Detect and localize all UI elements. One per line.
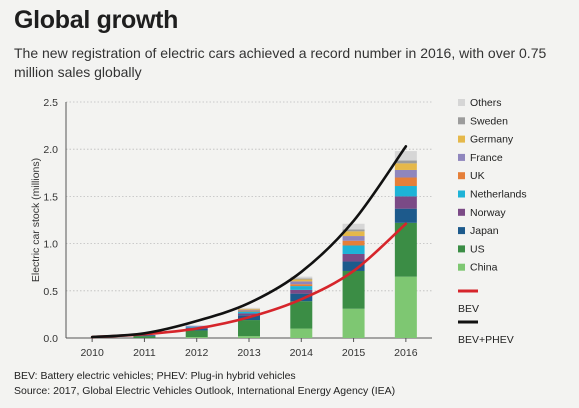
bar-segment <box>290 278 313 280</box>
bar-segment <box>394 276 417 338</box>
bar-segment <box>290 289 313 294</box>
bar-segment <box>185 337 208 338</box>
legend-label: US <box>470 243 485 255</box>
bar-segment <box>238 313 260 316</box>
bar-segment <box>342 223 365 230</box>
bar-segment <box>394 208 417 223</box>
bar-segment <box>290 286 313 290</box>
x-tick-label: 2015 <box>342 347 366 359</box>
bar-segment <box>394 169 417 178</box>
y-tick-label: 0.0 <box>43 333 58 345</box>
bar-segment <box>238 308 260 310</box>
legend-label: China <box>470 262 498 274</box>
y-tick-label: 1.0 <box>43 239 58 251</box>
legend-label: Norway <box>470 207 506 219</box>
bar-segment <box>238 336 260 338</box>
bar-segment <box>290 279 313 282</box>
bar-segment <box>394 151 417 161</box>
line-series-bev-phev <box>90 145 408 339</box>
bar-segment <box>185 326 208 328</box>
bar-segment <box>290 293 313 302</box>
bar-segment <box>133 336 156 338</box>
bar-segment <box>394 160 417 164</box>
x-tick-label: 2012 <box>185 347 209 359</box>
bar-segment <box>342 245 365 254</box>
legend-label: Japan <box>470 225 499 237</box>
x-tick-label: 2013 <box>237 347 261 359</box>
bar-segment <box>342 308 365 338</box>
bar-segment <box>185 325 208 327</box>
bar-segment <box>394 186 417 197</box>
legend-label: Sweden <box>470 115 508 127</box>
legend-label: BEV+PHEV <box>458 334 514 346</box>
legend-label: Others <box>470 97 502 109</box>
bar-segment <box>342 253 365 262</box>
bar-segment <box>290 328 313 338</box>
legend-label: UK <box>470 170 485 182</box>
bar-segment <box>238 320 260 337</box>
bar-segment <box>290 301 313 329</box>
legend-swatch <box>458 263 465 271</box>
y-tick-label: 2.0 <box>43 144 58 156</box>
legend-label: France <box>470 152 503 164</box>
legend-label: BEV <box>458 303 479 315</box>
bar-segment <box>394 163 417 170</box>
bar-segment <box>290 284 313 287</box>
bar-segment <box>394 222 417 277</box>
bar-segment <box>342 229 365 232</box>
source-note: Source: 2017, Global Electric Vehicles O… <box>14 385 396 397</box>
bar-segment <box>185 330 208 338</box>
legend-swatch <box>458 245 465 253</box>
y-tick-label: 2.5 <box>43 97 58 109</box>
x-tick-label: 2016 <box>394 347 418 359</box>
legend-label: Netherlands <box>470 189 527 201</box>
legend-swatch <box>458 153 465 161</box>
bar-segment <box>290 281 313 285</box>
bar-segment <box>342 270 365 309</box>
legend-swatch <box>458 190 465 198</box>
bar-segment <box>238 309 260 311</box>
legend-swatch <box>458 135 465 143</box>
legend-swatch <box>458 172 465 180</box>
bar-segment <box>133 335 156 337</box>
bar-segment <box>394 177 417 187</box>
bar-segment <box>342 231 365 237</box>
bar-segment <box>238 310 260 312</box>
bar-segment <box>290 276 313 279</box>
x-tick-label: 2010 <box>80 347 104 359</box>
x-tick-label: 2011 <box>133 347 156 359</box>
bar-segment <box>342 240 365 246</box>
bar-segment <box>342 261 365 271</box>
legend-swatch <box>458 99 465 106</box>
legend-swatch <box>458 208 465 216</box>
y-axis-label: Electric car stock (millions) <box>30 158 42 282</box>
footnote: BEV: Battery electric vehicles; PHEV: Pl… <box>14 370 296 382</box>
y-tick-label: 1.5 <box>43 191 58 203</box>
chart-title: Global growth <box>14 6 179 34</box>
bar-segment <box>394 196 417 209</box>
legend-swatch <box>458 117 465 125</box>
bar-segment <box>238 311 260 314</box>
x-tick-label: 2014 <box>290 347 314 359</box>
bar-segment <box>238 307 260 309</box>
chart-subtitle: The new registration of electric cars ac… <box>14 45 547 80</box>
legend-swatch <box>458 227 465 235</box>
bar-segment <box>342 236 365 241</box>
y-tick-label: 0.5 <box>43 286 58 298</box>
legend-label: Germany <box>470 134 514 146</box>
